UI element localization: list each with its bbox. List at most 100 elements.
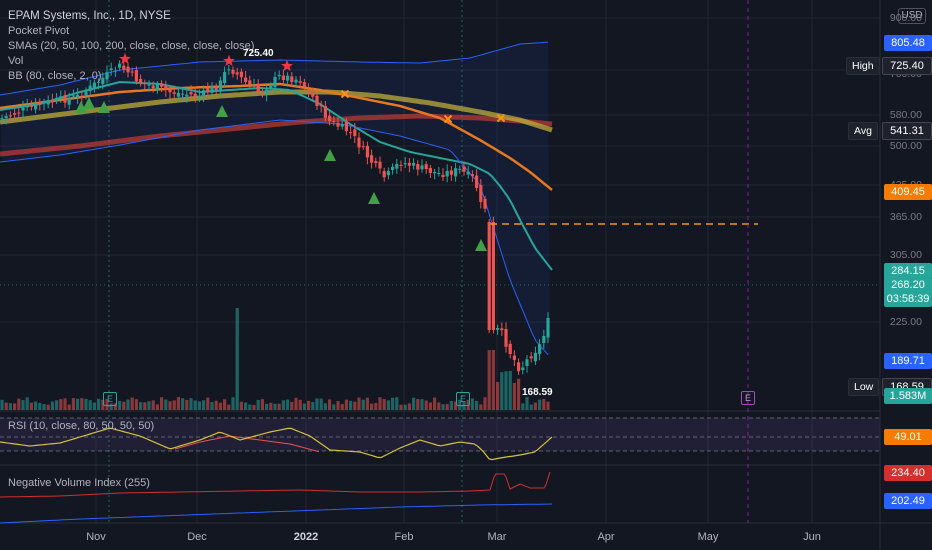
candle-body [97,81,101,83]
volume-bar [357,397,361,410]
candle-body [164,85,168,91]
candle-body [445,170,449,177]
volume-bar [84,398,88,410]
volume-bar [231,397,235,410]
volume-bar [185,399,189,410]
pocket-pivot-marker [475,239,487,251]
candle-body [80,96,84,98]
candle-body [307,89,311,91]
volume-bar [491,350,495,410]
candle-body [25,105,29,108]
volume-bar [273,403,277,410]
volume-bar [248,404,252,410]
candle-body [538,344,542,354]
candle-body [407,162,411,166]
candle-body [143,82,147,84]
candle-body [252,85,256,87]
volume-bar [483,397,487,410]
candle-body [328,115,332,122]
avg-tag: Avg [848,122,878,140]
currency-button[interactable]: USD [898,8,926,24]
candle-body [76,94,80,98]
candle-body [256,83,260,92]
volume-bar [508,370,512,410]
candle-body [470,174,474,177]
time-label: Nov [86,531,106,543]
candle-body [441,174,445,178]
bollinger-upper-line [0,41,549,96]
rsi-label[interactable]: RSI (10, close, 80, 50, 50, 50) [8,420,155,432]
candle-body [214,86,218,90]
candle-body [403,163,407,165]
candle-body [302,82,306,87]
indicator-volume[interactable]: Vol [8,55,24,67]
earnings-event-icon[interactable]: E [103,392,117,406]
candle-body [437,173,441,175]
candle-body [546,318,550,338]
sma-orange-pill: 409.45 [884,184,932,200]
volume-bar [227,404,231,410]
indicator-pocket-pivot[interactable]: Pocket Pivot [8,25,70,37]
time-label: Feb [394,531,414,543]
candle-body [315,95,319,107]
volume-bar [25,397,29,410]
candle-body [290,76,294,83]
candle-body [340,124,344,127]
volume-bar [97,398,101,410]
volume-bar [542,398,546,410]
candle-body [122,65,126,70]
volume-bar [176,397,180,410]
volume-bar [525,397,529,410]
volume-bar [416,399,420,410]
volume-bar [13,403,17,410]
candle-body [13,113,17,115]
volume-bar [63,398,67,410]
volume-bar [407,403,411,410]
volume-bar [109,403,113,410]
chart-title[interactable]: EPAM Systems, Inc., 1D, NYSE [8,10,171,22]
volume-bar [218,402,222,410]
volume-bar [521,403,525,410]
volume-bar [445,404,449,410]
volume-bar [475,400,479,410]
candle-body [311,92,315,97]
candle-body [172,92,176,94]
candle-body [139,78,143,84]
candle-body [365,145,369,158]
candle-body [189,92,193,95]
volume-bar [126,399,130,410]
candle-body [395,163,399,169]
volume-bar [323,403,327,410]
volume-bar [496,382,500,410]
volume-bar [235,308,239,410]
future-earnings-event-icon[interactable]: E [741,391,755,405]
volume-bar [206,397,210,410]
candle-body [412,162,416,166]
volume-bar [164,399,168,410]
earnings-event-icon[interactable]: E [456,392,470,406]
volume-bar [181,398,185,410]
indicator-smas[interactable]: SMAs (20, 50, 100, 200, close, close, cl… [8,40,255,52]
candle-body [231,69,235,74]
candle-body [59,96,63,98]
price-tick: 305.00 [889,249,922,261]
volume-bar [428,402,432,410]
nvi-label[interactable]: Negative Volume Index (255) [8,477,150,489]
volume-bar [38,402,42,410]
volume-bar [88,400,92,410]
high-tag: High [846,57,880,75]
pocket-pivot-marker [75,101,87,113]
volume-bar [172,400,176,410]
candle-body [21,107,25,111]
indicator-bollinger[interactable]: BB (80, close, 2, 0) [8,70,102,82]
candle-body [349,132,353,134]
candle-body [512,355,516,360]
volume-bar [538,399,542,410]
candle-body [113,70,117,72]
volume-bar [479,404,483,410]
volume-bar [34,401,38,410]
volume-bar [517,378,521,410]
volume-bar [298,399,302,410]
volume-bar [50,401,54,410]
